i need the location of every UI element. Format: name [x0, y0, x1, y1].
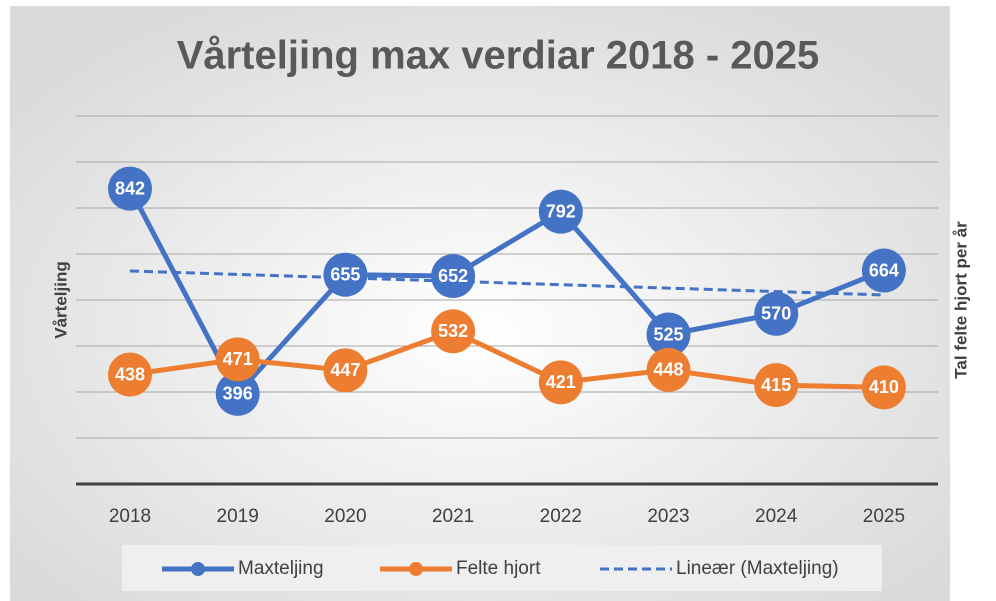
marker — [323, 252, 368, 297]
marker — [431, 254, 476, 299]
marker — [215, 337, 260, 382]
marker — [861, 365, 906, 410]
data-label: 652 — [438, 266, 468, 286]
data-label: 448 — [653, 360, 683, 380]
data-label: 421 — [546, 372, 576, 392]
legend-label: Felte hjort — [456, 558, 541, 579]
data-label: 532 — [438, 321, 468, 341]
data-label: 415 — [761, 375, 791, 395]
y2-axis-title: Tal felte hjort per år — [951, 221, 970, 379]
legend-marker — [409, 562, 423, 576]
data-label: 438 — [115, 364, 145, 384]
marker — [108, 166, 152, 211]
x-tick-label: 2024 — [755, 506, 798, 527]
marker — [538, 189, 583, 234]
marker — [754, 363, 799, 408]
x-tick-label: 2022 — [540, 506, 582, 527]
marker — [431, 309, 476, 354]
data-label: 471 — [223, 349, 253, 369]
x-tick-label: 2020 — [324, 506, 366, 527]
legend-box — [122, 545, 882, 591]
marker — [323, 348, 368, 393]
data-label: 664 — [869, 260, 899, 280]
marker — [646, 312, 691, 357]
marker — [754, 291, 799, 336]
data-label: 655 — [330, 264, 360, 284]
data-label: 396 — [223, 384, 253, 404]
legend-marker — [191, 562, 205, 576]
x-tick-label: 2018 — [109, 506, 151, 527]
x-tick-label: 2019 — [217, 506, 259, 527]
x-tick-label: 2023 — [647, 506, 689, 527]
data-label: 525 — [653, 324, 683, 344]
data-label: 410 — [869, 377, 899, 397]
data-label: 842 — [115, 178, 145, 198]
marker — [861, 248, 906, 293]
marker — [108, 352, 152, 397]
marker — [646, 347, 691, 392]
data-label: 447 — [330, 360, 360, 380]
legend-label: Lineær (Maxteljing) — [676, 558, 839, 579]
y-axis-title: Vårteljing — [51, 261, 70, 338]
x-tick-label: 2025 — [863, 506, 905, 527]
data-label: 570 — [761, 304, 791, 324]
legend-label: Maxteljing — [238, 558, 324, 579]
marker — [538, 360, 583, 405]
chart-title: Vårteljing max verdiar 2018 - 2025 — [177, 34, 820, 78]
x-tick-label: 2021 — [432, 506, 474, 527]
marker — [215, 371, 260, 416]
data-label: 792 — [546, 201, 576, 221]
